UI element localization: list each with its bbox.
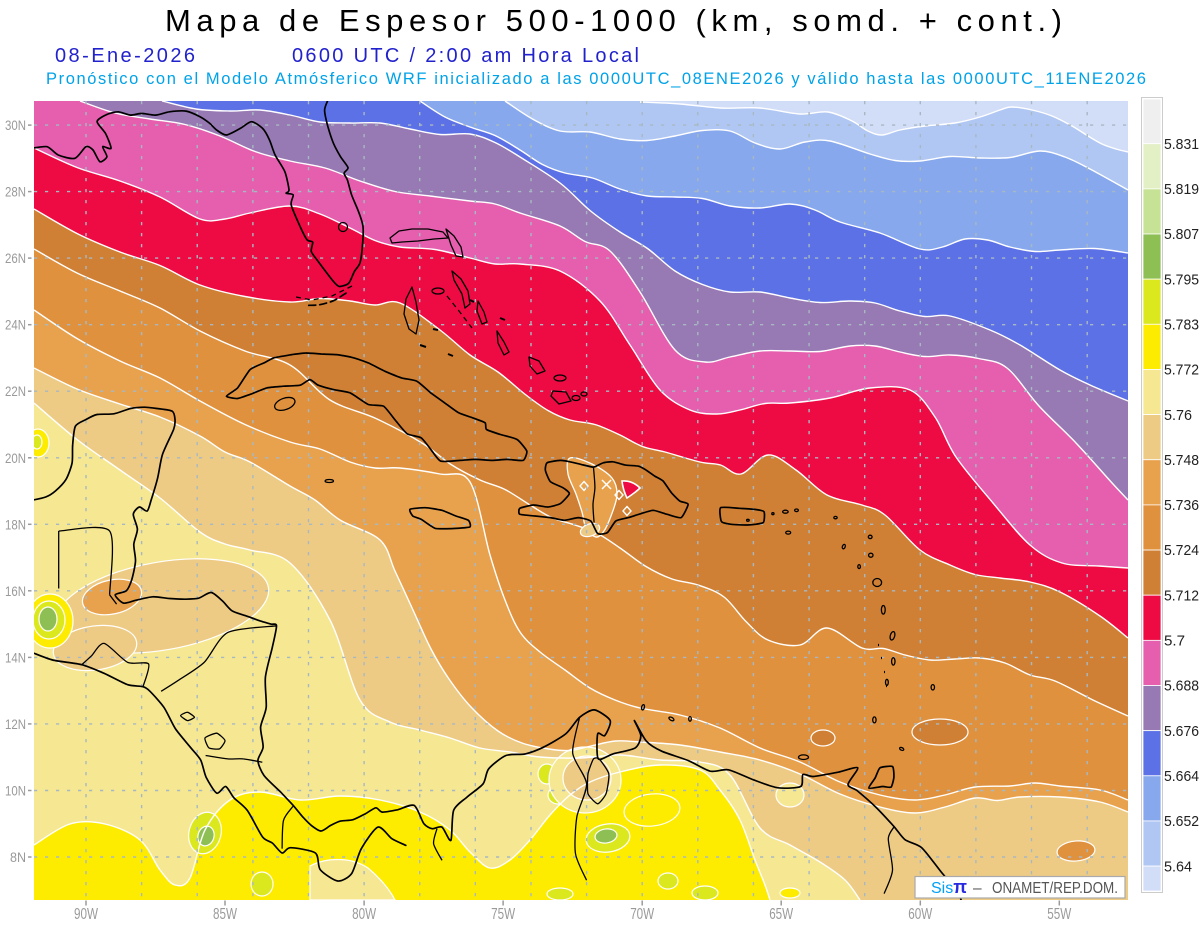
svg-text:10N: 10N [5,783,26,799]
svg-text:20N: 20N [5,450,26,466]
svg-text:5.688: 5.688 [1164,678,1199,695]
svg-text:16N: 16N [5,583,26,599]
svg-text:0600 UTC / 2:00 am Hora Local: 0600 UTC / 2:00 am Hora Local [292,45,639,67]
svg-text:26N: 26N [5,250,26,266]
svg-text:22N: 22N [5,383,26,399]
svg-text:70W: 70W [630,906,654,923]
svg-text:5.724: 5.724 [1164,542,1199,559]
svg-text:–: – [973,880,982,897]
svg-text:5.712: 5.712 [1164,587,1199,604]
svg-text:Sisπ: Sisπ [931,877,967,897]
svg-text:90W: 90W [74,906,98,923]
svg-text:5.807: 5.807 [1164,226,1199,243]
svg-text:28N: 28N [5,184,26,200]
svg-text:12N: 12N [5,716,26,732]
svg-text:ONAMET/REP.DOM.: ONAMET/REP.DOM. [992,880,1118,897]
svg-text:5.7: 5.7 [1164,633,1185,650]
svg-text:Mapa de Espesor 500-1000 (km,: Mapa de Espesor 500-1000 (km, somd. + co… [165,3,1062,38]
svg-text:55W: 55W [1047,906,1071,923]
svg-text:5.772: 5.772 [1164,362,1199,379]
svg-text:Pronóstico con el Modelo Atmós: Pronóstico con el Modelo Atmósferico WRF… [46,70,1146,88]
svg-text:5.819: 5.819 [1164,181,1199,198]
svg-text:5.652: 5.652 [1164,813,1199,830]
svg-text:85W: 85W [213,906,237,923]
svg-text:5.64: 5.64 [1164,858,1192,875]
svg-text:5.795: 5.795 [1164,271,1199,288]
svg-text:5.664: 5.664 [1164,768,1199,785]
svg-text:30N: 30N [5,117,26,133]
svg-text:08-Ene-2026: 08-Ene-2026 [55,45,195,67]
svg-text:8N: 8N [10,849,26,865]
svg-text:5.831: 5.831 [1164,136,1199,153]
svg-text:5.748: 5.748 [1164,452,1199,469]
svg-text:65W: 65W [769,906,793,923]
svg-text:14N: 14N [5,649,26,665]
svg-text:24N: 24N [5,317,26,333]
svg-text:5.736: 5.736 [1164,497,1199,514]
svg-text:60W: 60W [908,906,932,923]
svg-text:5.676: 5.676 [1164,723,1199,740]
svg-text:5.783: 5.783 [1164,317,1199,334]
svg-text:75W: 75W [491,906,515,923]
svg-text:5.76: 5.76 [1164,407,1192,424]
svg-text:18N: 18N [5,516,26,532]
svg-text:80W: 80W [352,906,376,923]
